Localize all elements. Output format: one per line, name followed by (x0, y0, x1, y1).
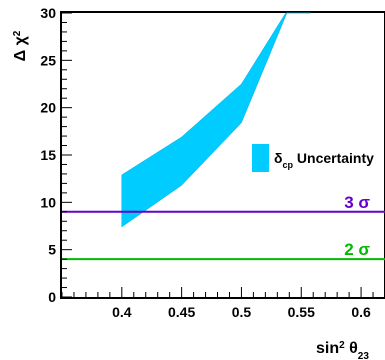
y-tick-label: 0 (48, 289, 56, 305)
y-tick-label: 15 (40, 147, 56, 163)
y-axis-title: Δ χ2 (12, 30, 30, 61)
two-sigma-label: 2 σ (344, 240, 370, 259)
x-axis-ticks: 0.4 0.45 0.5 0.55 0.6 (61, 287, 385, 320)
y-tick-label: 30 (40, 5, 56, 21)
x-tick-label: 0.55 (288, 304, 315, 320)
x-tick-label: 0.4 (112, 304, 132, 320)
three-sigma-label: 3 σ (344, 193, 370, 212)
y-tick-label: 20 (40, 100, 56, 116)
uncertainty-band (121, 12, 311, 228)
plot-frame (60, 11, 385, 299)
y-axis-ticks: 0 5 10 15 20 25 30 (40, 5, 72, 305)
x-tick-label: 0.6 (351, 304, 371, 320)
y-tick-label: 10 (40, 194, 56, 210)
y-tick-label: 5 (48, 242, 56, 258)
x-axis-title: sin2 θ23 (316, 340, 369, 360)
legend-swatch (252, 144, 269, 172)
legend-label: δcp Uncertainty (274, 150, 374, 170)
x-tick-label: 0.5 (232, 304, 252, 320)
x-tick-label: 0.45 (168, 304, 195, 320)
y-tick-label: 25 (40, 52, 56, 68)
